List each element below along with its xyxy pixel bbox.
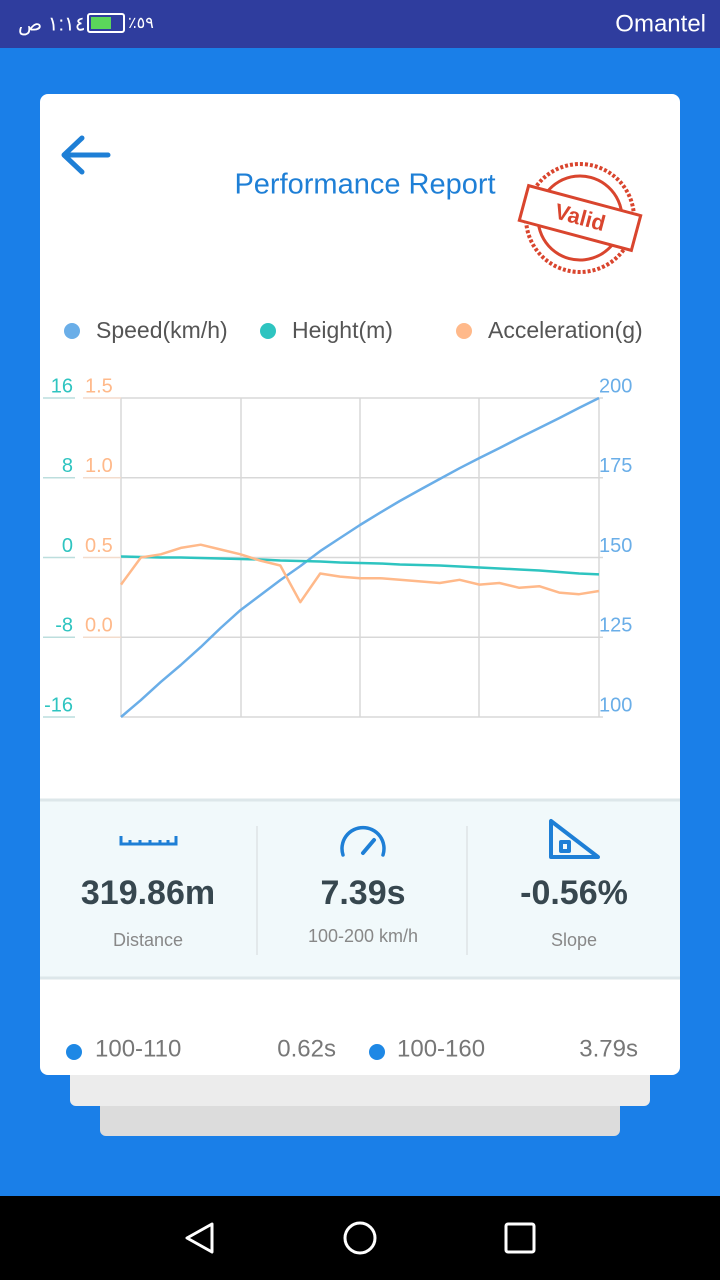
speedometer-needle [361, 838, 376, 855]
split-time: 0.62s [277, 1035, 336, 1062]
page-title: Performance Report [234, 169, 495, 201]
split-range: 100-160 [397, 1035, 485, 1062]
y3-tick-label: 0.5 [85, 535, 113, 557]
legend-marker [456, 323, 472, 339]
stat-label: Distance [113, 930, 183, 950]
y3-tick-label: 0.0 [85, 615, 113, 637]
y-tick-label: 16 [51, 375, 73, 397]
valid-stamp: Valid [517, 162, 643, 274]
split-range: 100-110 [95, 1035, 181, 1062]
split-dot [369, 1044, 385, 1060]
stat-value: 319.86m [81, 874, 215, 912]
status-time: ١:١٤ ص [18, 13, 86, 35]
nav-recents[interactable] [504, 1222, 536, 1254]
y2-tick-label: 175 [599, 455, 632, 477]
slope-icon [549, 819, 600, 859]
status-carrier: Omantel [615, 10, 706, 37]
y-tick-label: 8 [62, 455, 73, 477]
y-tick-label: -8 [55, 615, 73, 637]
series-line [120, 396, 600, 718]
stat-value: 7.39s [320, 874, 405, 912]
y3-tick-label: 1.5 [85, 375, 113, 397]
legend-label: Acceleration(g) [488, 317, 643, 343]
legend-marker [64, 323, 80, 339]
status-bar [0, 0, 720, 48]
y3-tick-label: 1.0 [85, 455, 113, 477]
y2-tick-label: 200 [599, 375, 632, 397]
legend-marker [260, 323, 276, 339]
battery-icon [87, 13, 125, 33]
y2-tick-label: 125 [599, 615, 632, 637]
stat-value: -0.56% [520, 874, 628, 912]
navigation-bar [0, 1196, 720, 1280]
series-line [119, 543, 600, 604]
series-line [120, 555, 600, 576]
stamp-band [517, 183, 643, 253]
y-tick-label: 0 [62, 535, 73, 557]
stat-label: 100-200 km/h [308, 926, 418, 946]
split-dot [66, 1044, 82, 1060]
split-time: 3.79s [579, 1035, 638, 1062]
y2-tick-label: 100 [599, 694, 632, 716]
speedometer-icon [340, 825, 386, 857]
legend-label: Height(m) [292, 317, 393, 343]
battery-level [91, 17, 111, 29]
y2-tick-label: 150 [599, 535, 632, 557]
back-button[interactable] [61, 135, 111, 175]
status-battery: ٪٥٩ [128, 15, 154, 32]
ruler-icon [119, 836, 178, 846]
nav-home[interactable] [343, 1221, 377, 1255]
legend-label: Speed(km/h) [96, 317, 228, 343]
stat-label: Slope [551, 930, 597, 950]
nav-back[interactable] [185, 1222, 214, 1254]
y-tick-label: -16 [44, 694, 73, 716]
